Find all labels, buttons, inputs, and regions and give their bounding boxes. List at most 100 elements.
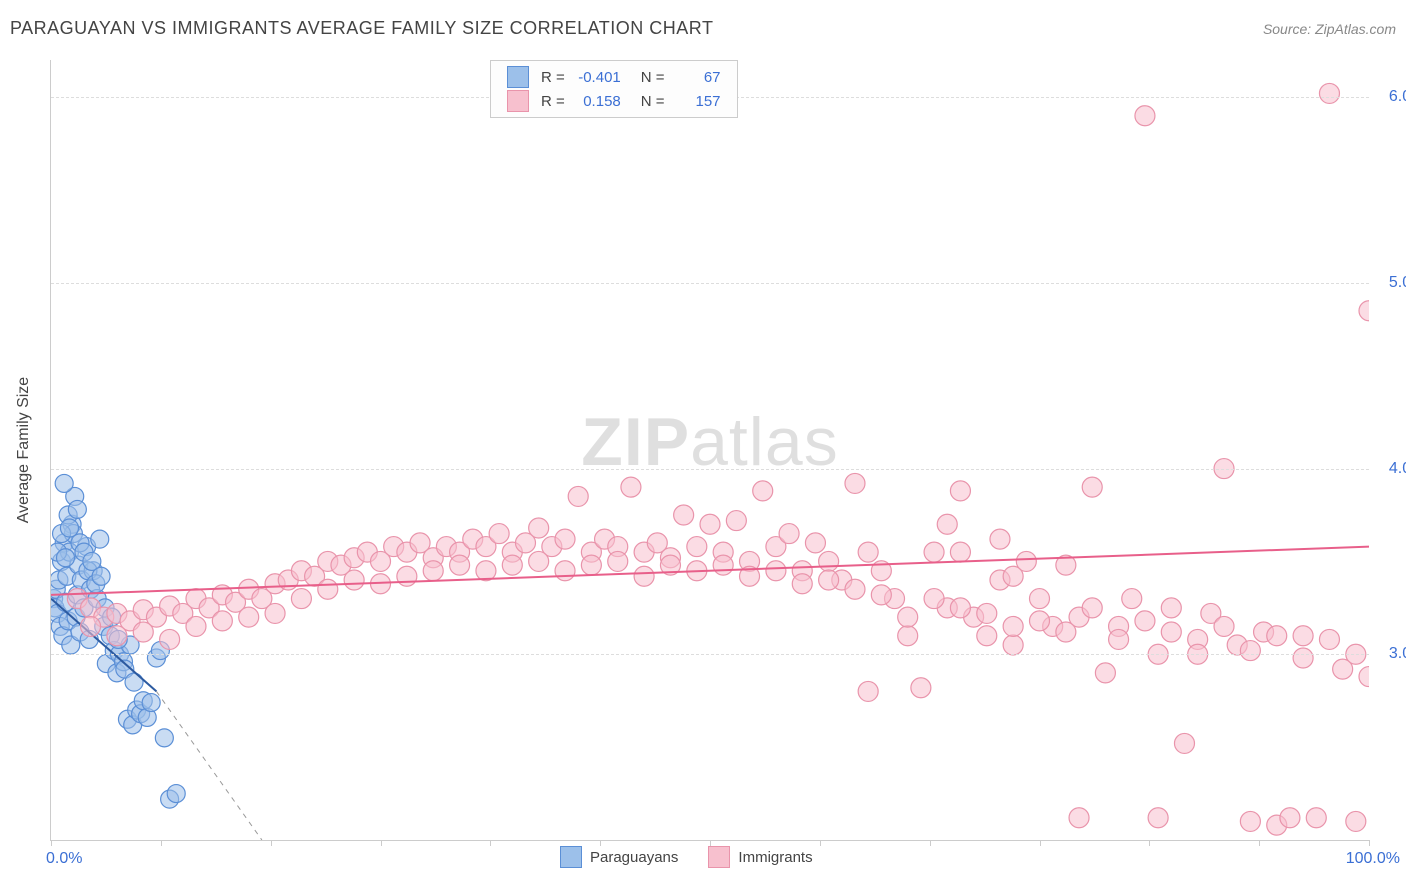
data-point: [91, 530, 109, 548]
data-point: [1135, 611, 1155, 631]
data-point: [1188, 629, 1208, 649]
data-point: [92, 567, 110, 585]
data-point: [1240, 811, 1260, 831]
x-axis-max-label: 100.0%: [1346, 850, 1400, 868]
data-point: [726, 511, 746, 531]
data-point: [1043, 616, 1063, 636]
data-point: [94, 607, 114, 627]
data-point: [84, 562, 102, 580]
data-point: [226, 592, 246, 612]
data-point: [318, 551, 338, 571]
legend-r-value: -0.401: [571, 65, 627, 89]
legend-r-label: R =: [535, 65, 571, 89]
data-point: [133, 622, 153, 642]
data-point: [911, 678, 931, 698]
data-point: [199, 598, 219, 618]
data-point: [608, 537, 628, 557]
data-point: [977, 626, 997, 646]
data-point: [1082, 477, 1102, 497]
data-point: [621, 477, 641, 497]
data-point: [133, 600, 153, 620]
x-tick: [1259, 840, 1260, 846]
data-point: [55, 534, 73, 552]
data-point: [1240, 641, 1260, 661]
data-point: [51, 617, 69, 635]
data-point: [70, 556, 88, 574]
data-point: [476, 537, 496, 557]
legend-n-value: 67: [671, 65, 727, 89]
data-point: [108, 664, 126, 682]
stats-legend: R =-0.401N =67R =0.158N =157: [490, 60, 738, 118]
legend-swatch: [507, 90, 529, 112]
data-point: [384, 537, 404, 557]
data-point: [107, 603, 127, 623]
source-attribution: Source: ZipAtlas.com: [1263, 21, 1396, 37]
data-point: [51, 543, 67, 561]
grid-line: [51, 469, 1369, 470]
data-point: [1003, 616, 1023, 636]
data-point: [51, 604, 67, 622]
data-point: [502, 542, 522, 562]
data-point: [160, 629, 180, 649]
data-point: [423, 548, 443, 568]
data-point: [239, 607, 259, 627]
data-point: [950, 598, 970, 618]
data-point: [990, 529, 1010, 549]
data-point: [103, 608, 121, 626]
data-point: [1267, 626, 1287, 646]
data-point: [75, 543, 93, 561]
data-point: [924, 542, 944, 562]
data-point: [660, 548, 680, 568]
x-tick: [381, 840, 382, 846]
data-point: [450, 542, 470, 562]
data-point: [792, 561, 812, 581]
data-point: [950, 481, 970, 501]
y-tick-label: 3.00: [1389, 645, 1406, 663]
data-point: [1109, 629, 1129, 649]
y-tick-label: 4.00: [1389, 460, 1406, 478]
data-point: [66, 487, 84, 505]
data-point: [740, 566, 760, 586]
data-point: [116, 660, 134, 678]
data-point: [53, 525, 71, 543]
trend-line: [51, 599, 156, 692]
data-point: [937, 514, 957, 534]
data-point: [529, 551, 549, 571]
chart-title: PARAGUAYAN VS IMMIGRANTS AVERAGE FAMILY …: [10, 18, 713, 39]
data-point: [265, 603, 285, 623]
data-point: [67, 589, 87, 609]
data-point: [71, 534, 89, 552]
chart-container: ZIPatlas R =-0.401N =67R =0.158N =157 Pa…: [50, 60, 1370, 840]
data-point: [1333, 659, 1353, 679]
legend-swatch: [560, 846, 582, 868]
data-point: [265, 574, 285, 594]
data-point: [212, 611, 232, 631]
data-point: [51, 580, 65, 598]
data-point: [51, 599, 64, 617]
scatter-svg: [51, 60, 1369, 840]
data-point: [1069, 607, 1089, 627]
data-point: [344, 548, 364, 568]
data-point: [1056, 622, 1076, 642]
data-point: [1319, 629, 1339, 649]
data-point: [687, 537, 707, 557]
data-point: [555, 529, 575, 549]
x-tick: [490, 840, 491, 846]
data-point: [105, 642, 123, 660]
data-point: [186, 589, 206, 609]
data-point: [291, 561, 311, 581]
data-point: [450, 555, 470, 575]
data-point: [871, 561, 891, 581]
data-point: [109, 630, 127, 648]
data-point: [1135, 106, 1155, 126]
data-point: [357, 542, 377, 562]
data-point: [1161, 598, 1181, 618]
data-point: [64, 525, 82, 543]
data-point: [964, 607, 984, 627]
data-point: [155, 729, 173, 747]
data-point: [674, 505, 694, 525]
data-point: [239, 579, 259, 599]
series-legend: ParaguayansImmigrants: [560, 846, 813, 868]
data-point: [81, 598, 101, 618]
data-point: [858, 542, 878, 562]
